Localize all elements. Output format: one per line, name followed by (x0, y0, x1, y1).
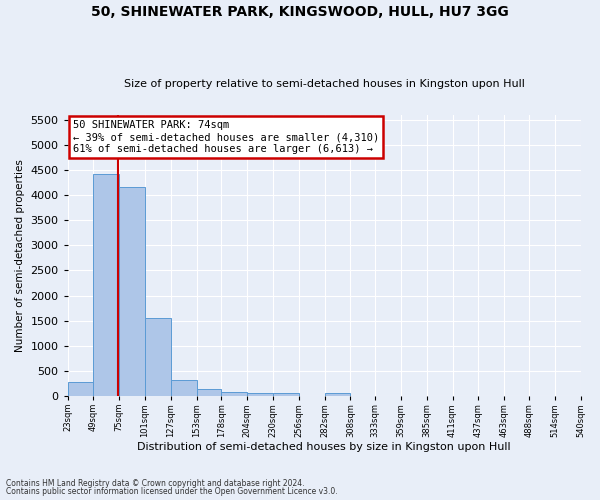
Bar (325, 393, 350, 396)
Text: 50, SHINEWATER PARK, KINGSWOOD, HULL, HU7 3GG: 50, SHINEWATER PARK, KINGSWOOD, HULL, HU… (91, 5, 509, 19)
Bar (119, 187, 145, 396)
Bar (145, 318, 171, 396)
Title: Size of property relative to semi-detached houses in Kingston upon Hull: Size of property relative to semi-detach… (124, 79, 524, 89)
Bar (94, 174, 119, 396)
Text: 50 SHINEWATER PARK: 74sqm
← 39% of semi-detached houses are smaller (4,310)
61% : 50 SHINEWATER PARK: 74sqm ← 39% of semi-… (73, 120, 379, 154)
X-axis label: Distribution of semi-detached houses by size in Kingston upon Hull: Distribution of semi-detached houses by … (137, 442, 511, 452)
Bar (273, 394, 299, 396)
Bar (197, 389, 221, 396)
Text: Contains HM Land Registry data © Crown copyright and database right 2024.: Contains HM Land Registry data © Crown c… (6, 478, 305, 488)
Y-axis label: Number of semi-detached properties: Number of semi-detached properties (15, 159, 25, 352)
Bar (68, 382, 94, 396)
Bar (171, 380, 197, 396)
Bar (247, 393, 273, 396)
Text: Contains public sector information licensed under the Open Government Licence v3: Contains public sector information licen… (6, 487, 338, 496)
Bar (221, 392, 247, 396)
